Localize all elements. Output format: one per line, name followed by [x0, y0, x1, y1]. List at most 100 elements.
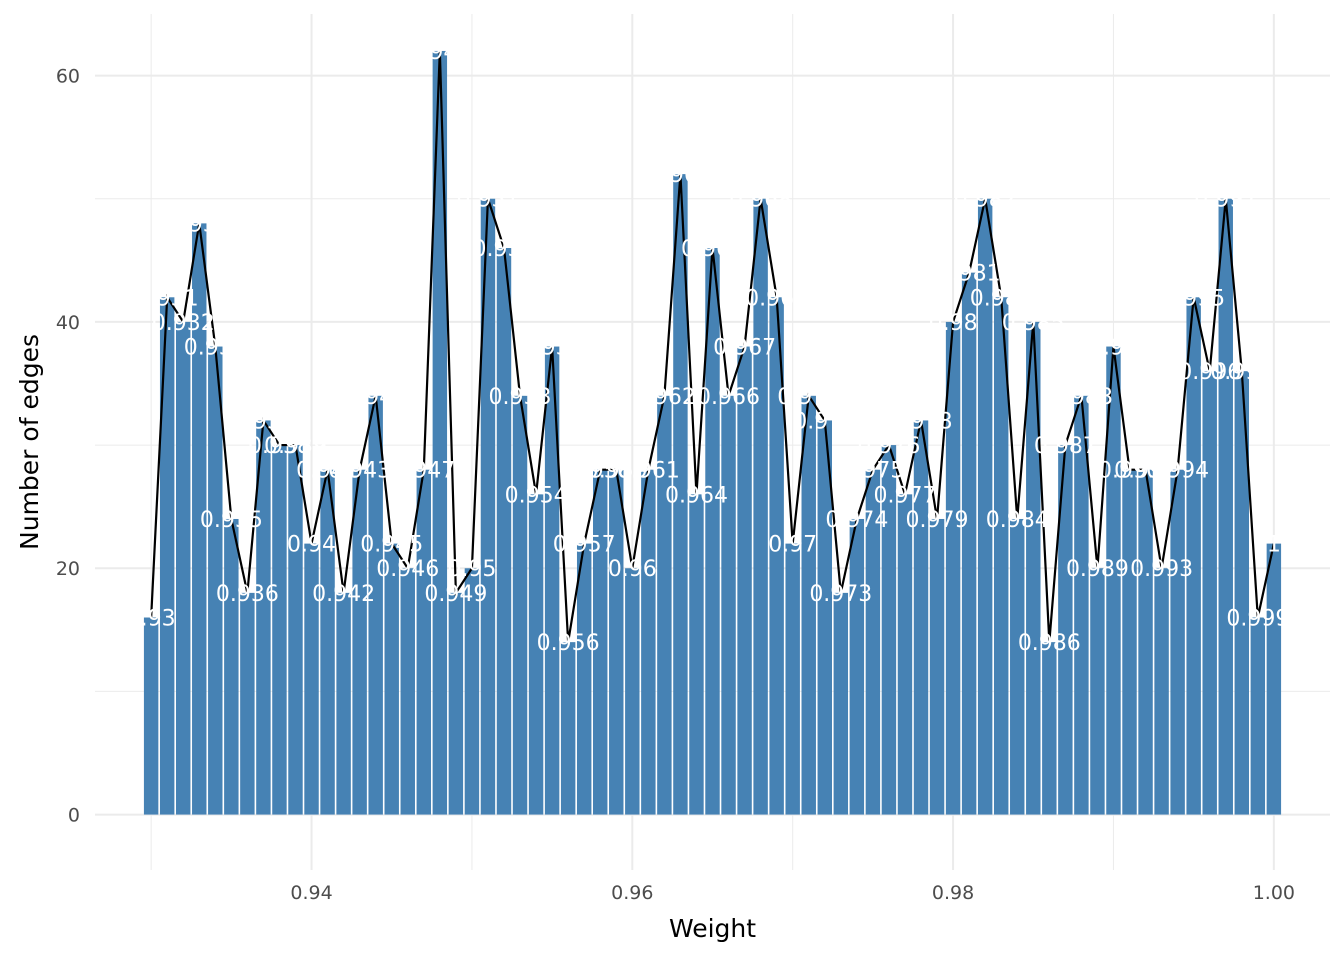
- bar: [817, 420, 832, 815]
- bar: [801, 395, 816, 815]
- bar-label: 0.949: [424, 582, 487, 607]
- bar-label: 0.969: [745, 286, 808, 311]
- bar: [352, 469, 367, 815]
- bar-label: 0.948: [408, 40, 471, 65]
- bar-label: 0.93: [127, 607, 176, 632]
- bar: [496, 248, 512, 815]
- bar: [993, 297, 1009, 815]
- bar: [400, 568, 415, 815]
- bar-label: 0.954: [505, 483, 568, 508]
- bar-label: 0.985: [1002, 311, 1065, 336]
- bar-label: 0.968: [729, 188, 792, 213]
- bar: [913, 420, 929, 815]
- bar-label: 0.942: [312, 582, 375, 607]
- bar: [320, 469, 335, 815]
- bar-label: 0.95: [447, 557, 496, 582]
- bar: [432, 50, 448, 815]
- bar-label: 0.938: [248, 434, 311, 459]
- bar-label: 0.96: [608, 557, 657, 582]
- bar: [159, 297, 175, 815]
- bar: [1250, 617, 1266, 815]
- bar-label: 0.953: [489, 385, 552, 410]
- x-tick-label: 1.00: [1253, 882, 1295, 904]
- bar: [288, 445, 303, 815]
- x-axis-tick-labels: 0.94 0.96 0.98 1.00: [290, 882, 1295, 904]
- bar-label: 0.965: [681, 237, 744, 262]
- bar-label: 0.947: [392, 459, 455, 484]
- bar: [1170, 469, 1185, 815]
- bar-label: 0.931: [136, 286, 199, 311]
- bar: [961, 272, 977, 815]
- bar: [593, 469, 608, 815]
- bar-label: 0.984: [986, 508, 1049, 533]
- bar: [785, 543, 800, 815]
- bar: [881, 445, 897, 815]
- y-tick-label: 20: [56, 558, 80, 580]
- bar-label: 0.991: [1098, 459, 1161, 484]
- y-tick-label: 60: [56, 66, 80, 88]
- bar: [641, 469, 656, 815]
- bar-label: 0.962: [633, 385, 696, 410]
- bar: [576, 543, 592, 815]
- bar: [673, 174, 688, 815]
- bar-label: 0.934: [184, 336, 247, 361]
- x-tick-label: 0.96: [611, 882, 653, 904]
- bar-label: 0.939: [264, 434, 327, 459]
- bar: [1026, 321, 1041, 815]
- bar-label: 0.983: [970, 286, 1033, 311]
- y-tick-label: 40: [56, 312, 80, 334]
- bar: [753, 198, 768, 815]
- y-axis-tick-labels: 0 20 40 60: [56, 66, 80, 827]
- bar-label: 0.957: [553, 533, 616, 558]
- bar: [336, 592, 351, 815]
- bar: [849, 518, 865, 815]
- bar-label: 0.992: [1114, 459, 1177, 484]
- bar-label: 0.955: [521, 336, 584, 361]
- bar-label: 0.975: [841, 459, 904, 484]
- bar-label: 0.944: [344, 385, 407, 410]
- bar: [192, 223, 207, 815]
- bar: [1138, 469, 1153, 815]
- bar-label: 0.993: [1130, 557, 1193, 582]
- bar: [833, 592, 849, 815]
- bar: [769, 297, 784, 815]
- bar: [560, 642, 576, 815]
- bar-label: 0.958: [569, 459, 632, 484]
- bar-label: 0.99: [1089, 336, 1138, 361]
- bar: [1186, 297, 1201, 815]
- bar-label: 0.964: [665, 483, 728, 508]
- bar-label: 0.956: [537, 631, 600, 656]
- bar-label: 0.963: [649, 163, 712, 188]
- bar: [368, 395, 383, 815]
- bar-label: 0.946: [376, 557, 439, 582]
- bar: [609, 469, 624, 815]
- bar-label: 0.97: [768, 533, 817, 558]
- bar: [384, 543, 399, 815]
- bar-label: 0.98: [929, 311, 978, 336]
- bar-labels: 0.930.9310.9320.9330.9340.9350.9360.9370…: [127, 40, 1290, 656]
- bar-label: 0.998: [1210, 360, 1273, 385]
- bar: [143, 617, 159, 815]
- bar-label: 0.971: [777, 385, 840, 410]
- x-tick-label: 0.94: [290, 882, 332, 904]
- bar: [1154, 568, 1169, 815]
- bar: [208, 346, 223, 815]
- bar: [1122, 469, 1137, 815]
- bar-label: 0.966: [697, 385, 760, 410]
- bar: [512, 395, 528, 815]
- bar: [705, 248, 720, 815]
- x-axis-title: Weight: [669, 914, 756, 943]
- bar: [240, 592, 255, 815]
- bar-label: 0.945: [360, 533, 423, 558]
- bar-label: 0.973: [809, 582, 872, 607]
- bar: [272, 445, 287, 815]
- bar: [1234, 371, 1250, 815]
- bar-label: 0.936: [216, 582, 279, 607]
- bar: [625, 568, 640, 815]
- bar: [721, 395, 736, 815]
- bar: [897, 494, 913, 815]
- bar: [528, 494, 544, 815]
- bar: [1042, 642, 1057, 815]
- bar-label: 0.997: [1194, 188, 1257, 213]
- bar-label: 0.982: [954, 188, 1017, 213]
